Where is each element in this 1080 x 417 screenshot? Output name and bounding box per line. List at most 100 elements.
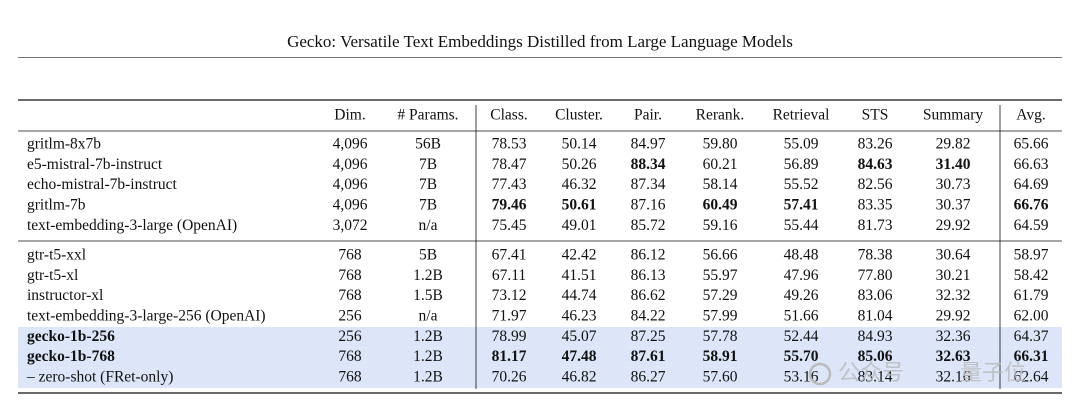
column-header: Dim. — [334, 107, 365, 124]
cell: 62.00 — [1014, 307, 1049, 324]
cell: 1.2B — [413, 348, 443, 365]
model-name: text-embedding-3-large-256 (OpenAI) — [27, 307, 266, 324]
row-highlight — [18, 327, 1062, 348]
cell: 87.34 — [631, 176, 666, 193]
cell: 32.32 — [936, 287, 971, 304]
cell: 78.53 — [492, 136, 527, 153]
cell: 4,096 — [333, 196, 368, 213]
cell: 78.99 — [492, 328, 527, 345]
cell: 51.66 — [784, 307, 819, 324]
cell: 1.2B — [413, 328, 443, 345]
cell: 77.43 — [492, 176, 527, 193]
cell: 66.63 — [1014, 156, 1049, 173]
cell: 87.25 — [631, 328, 666, 345]
cell: 1.2B — [413, 267, 443, 284]
model-name: gtr-t5-xxl — [27, 247, 86, 264]
column-header: Cluster. — [555, 107, 603, 124]
cell: 84.97 — [631, 136, 666, 153]
model-name: e5-mistral-7b-instruct — [27, 156, 163, 173]
cell: 31.40 — [936, 156, 971, 173]
cell: 45.07 — [562, 328, 597, 345]
cell: 55.44 — [784, 217, 819, 234]
column-header: Avg. — [1016, 107, 1045, 124]
cell: 58.91 — [703, 348, 738, 365]
cell: 50.26 — [562, 156, 597, 173]
model-name: instructor-xl — [27, 287, 103, 304]
cell: 4,096 — [333, 176, 368, 193]
cell: 47.48 — [562, 348, 597, 365]
cell: 1.5B — [413, 287, 443, 304]
cell: 58.97 — [1014, 247, 1049, 264]
cell: 46.23 — [562, 307, 597, 324]
cell: 86.13 — [631, 267, 666, 284]
cell: 87.16 — [631, 196, 666, 213]
cell: 78.47 — [492, 156, 527, 173]
cell: 55.09 — [784, 136, 819, 153]
cell: 60.21 — [703, 156, 738, 173]
model-name: gritlm-7b — [27, 196, 86, 213]
cell: 77.80 — [858, 267, 893, 284]
model-name: echo-mistral-7b-instruct — [27, 176, 177, 193]
cell: 57.29 — [703, 287, 738, 304]
title: Gecko: Versatile Text Embeddings Distill… — [287, 32, 793, 51]
cell: 83.26 — [858, 136, 893, 153]
cell: 50.14 — [562, 136, 597, 153]
cell: 32.36 — [936, 328, 971, 345]
cell: 55.70 — [784, 348, 819, 365]
cell: 56.89 — [784, 156, 819, 173]
cell: 75.45 — [492, 217, 527, 234]
column-header: Class. — [490, 107, 527, 124]
cell: 32.63 — [936, 348, 971, 365]
cell: 83.06 — [858, 287, 893, 304]
cell: 85.06 — [858, 348, 893, 365]
cell: 7B — [419, 156, 437, 173]
cell: 62.64 — [1014, 368, 1049, 385]
cell: 81.73 — [858, 217, 893, 234]
column-header: # Params. — [397, 107, 458, 124]
cell: 88.34 — [631, 156, 666, 173]
column-header: Retrieval — [773, 107, 830, 124]
cell: 30.73 — [936, 176, 971, 193]
cell: 83.14 — [858, 368, 893, 385]
cell: 49.01 — [562, 217, 597, 234]
cell: 30.37 — [936, 196, 971, 213]
cell: 32.16 — [936, 368, 971, 385]
cell: 60.49 — [703, 196, 738, 213]
cell: 48.48 — [784, 247, 819, 264]
cell: n/a — [419, 307, 438, 324]
cell: 4,096 — [333, 136, 368, 153]
cell: 82.56 — [858, 176, 893, 193]
cell: 58.14 — [703, 176, 738, 193]
cell: 65.66 — [1014, 136, 1049, 153]
cell: 768 — [338, 247, 362, 264]
cell: 78.38 — [858, 247, 893, 264]
cell: 46.32 — [562, 176, 597, 193]
cell: 29.92 — [936, 217, 971, 234]
cell: 3,072 — [333, 217, 368, 234]
cell: 57.99 — [703, 307, 738, 324]
cell: 59.80 — [703, 136, 738, 153]
cell: 66.31 — [1014, 348, 1049, 365]
model-name: gecko-1b-256 — [27, 328, 115, 345]
cell: 57.60 — [703, 368, 738, 385]
model-name: gecko-1b-768 — [27, 348, 115, 365]
cell: 71.97 — [492, 307, 527, 324]
cell: 768 — [338, 368, 362, 385]
watermark-icon — [808, 362, 832, 386]
cell: 4,096 — [333, 156, 368, 173]
cell: 55.97 — [703, 267, 738, 284]
cell: 56.66 — [703, 247, 738, 264]
cell: 81.04 — [858, 307, 893, 324]
column-header: Summary — [923, 107, 984, 124]
cell: 73.12 — [492, 287, 527, 304]
cell: 56B — [415, 136, 441, 153]
model-name: gtr-t5-xl — [27, 267, 78, 284]
cell: 79.46 — [492, 196, 527, 213]
cell: 83.35 — [858, 196, 893, 213]
cell: 30.64 — [936, 247, 971, 264]
cell: 84.22 — [631, 307, 666, 324]
cell: 70.26 — [492, 368, 527, 385]
cell: 84.63 — [858, 156, 893, 173]
cell: 85.72 — [631, 217, 666, 234]
